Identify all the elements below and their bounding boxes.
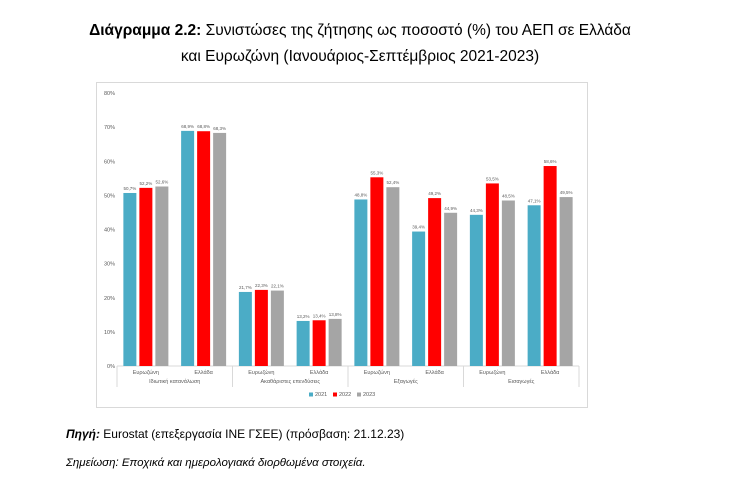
- bar: [501, 200, 515, 366]
- y-tick-label: 30%: [104, 262, 115, 268]
- legend-swatch: [309, 392, 313, 397]
- bar: [543, 166, 557, 366]
- data-label: 47,1%: [528, 198, 541, 203]
- data-label: 58,6%: [544, 159, 557, 164]
- legend-swatch: [333, 392, 337, 397]
- data-label: 53,5%: [486, 176, 499, 181]
- data-label: 68,8%: [197, 124, 210, 129]
- y-tick-label: 70%: [104, 125, 115, 131]
- bar: [469, 214, 483, 366]
- data-label: 22,3%: [255, 283, 268, 288]
- data-label: 13,8%: [329, 312, 342, 317]
- bar: [296, 320, 310, 366]
- bar-chart: 0% 10% 20% 30% 40% 50% 60% 70% 80% 50,7%52,2% 52,6…: [104, 91, 580, 398]
- y-tick-label: 0%: [107, 364, 115, 370]
- group-label: Εισαγωγές: [508, 378, 535, 385]
- data-label: 52,6%: [155, 180, 168, 185]
- data-label: 52,4%: [386, 180, 399, 185]
- data-label: 50,7%: [123, 186, 136, 191]
- data-label: 68,3%: [213, 126, 226, 131]
- y-tick-label: 60%: [104, 159, 115, 165]
- group-label: Εξαγωγές: [394, 378, 418, 385]
- y-tick-label: 50%: [104, 193, 115, 199]
- category-label: Ευρωζώνη: [364, 369, 390, 376]
- data-label: 55,3%: [370, 170, 383, 175]
- bar: [412, 231, 426, 366]
- bar: [386, 187, 400, 366]
- bar: [270, 290, 284, 366]
- bar: [328, 318, 342, 366]
- note-line: Σημείωση: Εποχικά και ημερολογιακά διορθ…: [66, 457, 366, 469]
- y-tick-label: 80%: [104, 91, 115, 97]
- y-tick-label: 40%: [104, 228, 115, 234]
- data-label: 49,5%: [560, 190, 573, 195]
- data-label: 68,9%: [181, 124, 194, 129]
- category-label: Ελλάδα: [425, 369, 444, 376]
- data-label: 52,2%: [139, 181, 152, 186]
- bar: [238, 291, 252, 366]
- bar: [213, 132, 227, 366]
- legend-swatch: [357, 392, 361, 397]
- chart-container: 0% 10% 20% 30% 40% 50% 60% 70% 80% 50,7% 52,2% 52,6…: [96, 82, 588, 408]
- data-label: 13,4%: [313, 313, 326, 318]
- group-label: Ιδιωτική κατανάλωση: [149, 378, 200, 385]
- source-label: Πηγή:: [66, 427, 100, 441]
- bar: [370, 177, 384, 366]
- data-label: 49,2%: [428, 191, 441, 196]
- category-label: Ελλάδα: [310, 369, 329, 376]
- bar: [485, 183, 499, 366]
- title-line2: και Ευρωζώνη (Ιανουάριος-Σεπτέμβριος 202…: [180, 48, 540, 65]
- data-label: 21,7%: [239, 285, 252, 290]
- data-label: 22,1%: [271, 284, 284, 289]
- y-tick-label: 20%: [104, 296, 115, 302]
- category-label: Ευρωζώνη: [133, 369, 159, 376]
- title-rest: Συνιστώσες της ζήτησης ως ποσοστό (%) το…: [201, 22, 631, 39]
- bar: [123, 192, 137, 366]
- category-label: Ελλάδα: [194, 369, 213, 376]
- data-label: 48,8%: [354, 192, 367, 197]
- legend-label: 2022: [339, 392, 351, 398]
- title-bold: Διάγραμμα 2.2:: [89, 22, 202, 39]
- bar: [181, 130, 195, 366]
- bar: [527, 205, 541, 366]
- data-label: 48,5%: [502, 193, 515, 198]
- bar: [139, 187, 153, 366]
- bar: [155, 186, 169, 366]
- legend-label: 2023: [363, 392, 375, 398]
- legend-label: 2021: [315, 392, 327, 398]
- page-title: Διάγραμμα 2.2: Συνιστώσες της ζήτησης ως…: [40, 18, 680, 70]
- bar: [312, 320, 326, 366]
- data-label: 39,4%: [412, 225, 425, 230]
- data-label: 44,9%: [444, 206, 457, 211]
- category-label: Ευρωζώνη: [248, 369, 274, 376]
- data-label: 13,2%: [297, 314, 310, 319]
- bar: [197, 131, 211, 366]
- data-label: 44,3%: [470, 208, 483, 213]
- group-label: Ακαθάριστες επενδύσεις: [260, 378, 320, 385]
- bar: [559, 197, 573, 366]
- y-tick-label: 10%: [104, 330, 115, 336]
- bar: [254, 289, 268, 366]
- source-text: Eurostat (επεξεργασία ΙΝΕ ΓΣΕΕ) (πρόσβασ…: [99, 427, 405, 441]
- bar: [428, 198, 442, 366]
- bar: [444, 212, 458, 366]
- category-label: Ευρωζώνη: [479, 369, 505, 376]
- bar: [354, 199, 368, 366]
- category-label: Ελλάδα: [541, 369, 560, 376]
- source-line: Πηγή: Eurostat (επεξεργασία ΙΝΕ ΓΣΕΕ) (π…: [66, 427, 404, 441]
